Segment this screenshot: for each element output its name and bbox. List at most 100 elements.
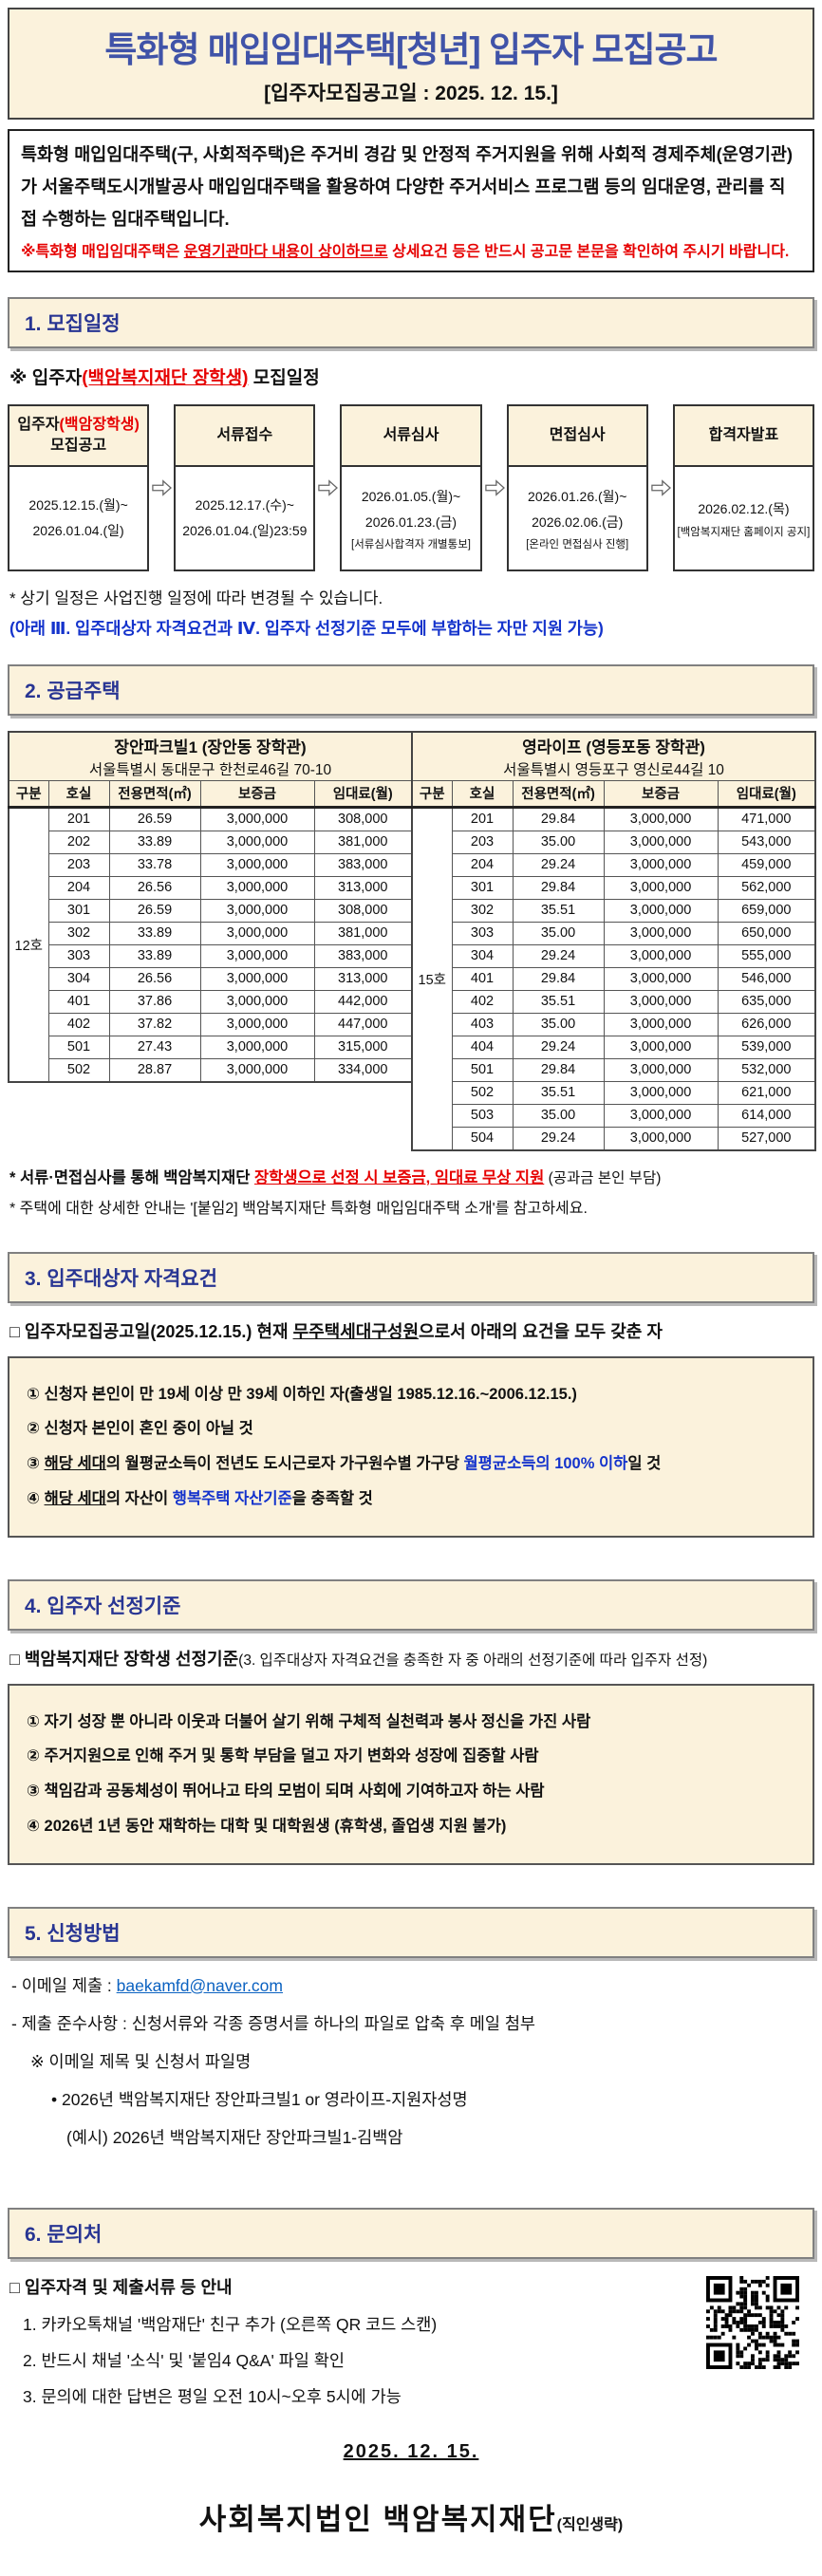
arrow-right-icon: [482, 404, 507, 571]
announcement-date: 2025. 12. 15.: [343, 2440, 479, 2462]
section-title-3: 3. 입주대상자 자격요건: [25, 1267, 218, 1290]
table-row: 401 29.84 3,000,000 546,000: [412, 966, 816, 991]
table-row: 502 35.51 3,000,000 621,000: [412, 1080, 816, 1105]
title-box: 특화형 매입임대주택[청년] 입주자 모집공고 [입주자모집공고일 : 2025…: [8, 8, 814, 120]
list-item: ④ 2026년 1년 동안 재학하는 대학 및 대학원생 (휴학생, 졸업생 지…: [27, 1817, 507, 1835]
schedule-step-title: 입주자(백암장학생) 모집공고: [9, 405, 148, 467]
schedule-step-dates: 2026.01.26.(월)~ 2026.02.06.(금) [온라인 면접심사 진…: [526, 489, 629, 551]
column-header: 임대료(월): [313, 779, 413, 809]
table-row: 204 26.56 3,000,000 313,000: [9, 875, 413, 900]
building-name: 영라이프 (영등포동 장학관): [522, 737, 705, 756]
method-block: - 이메일 제출 : baekamfd@naver.com - 제출 준수사항 …: [8, 1973, 814, 2149]
intro-paragraph: 특화형 매입임대주택(구, 사회적주택)은 주거비 경감 및 안정적 주거지원을…: [21, 144, 794, 230]
schedule-step: 서류접수 2025.12.17.(수)~ 2026.01.04.(일)23:59: [174, 403, 316, 571]
column-header: 임대료(월): [717, 779, 816, 809]
section-title-1: 1. 모집일정: [25, 312, 121, 335]
section-title-6: 6. 문의처: [25, 2223, 103, 2246]
section-header-2: 2. 공급주택: [8, 663, 814, 716]
building-name: 장안파크빌1 (장안동 장학관): [114, 737, 307, 756]
schedule-step-dates: 2025.12.15.(월)~ 2026.01.04.(일): [28, 497, 128, 538]
column-header: 보증금: [603, 779, 719, 809]
list-item: ③ 책임감과 공동체성이 뛰어나고 타의 모범이 되며 사회에 기여하고자 하는…: [27, 1783, 545, 1801]
column-header: 전용면적(㎡): [512, 779, 605, 809]
submission-rule-line: - 제출 준수사항 : 신청서류와 각종 증명서를 하나의 파일로 압축 후 메…: [11, 2013, 536, 2033]
section-title-4: 4. 입주자 선정기준: [25, 1595, 181, 1617]
table-row: 501 29.84 3,000,000 532,000: [412, 1057, 816, 1082]
filename-note-line: ※ 이메일 제목 및 신청서 파일명: [30, 2051, 252, 2071]
section-header-4: 4. 입주자 선정기준: [8, 1578, 814, 1631]
housing-tables: 장안파크빌1 (장안동 장학관) 서울특별시 동대문구 한천로46길 70-10 구…: [8, 730, 817, 1151]
table-row: 15호 201 29.84 3,000,000 471,000: [411, 806, 816, 1151]
table-row: 501 27.43 3,000,000 315,000: [9, 1035, 413, 1059]
column-header: 보증금: [199, 779, 315, 809]
table-row: 12호 201 26.59 3,000,000 308,000: [8, 806, 413, 1083]
table-row: 302 35.51 3,000,000 659,000: [412, 898, 816, 923]
building-address: 서울특별시 동대문구 한천로46길 70-10: [88, 761, 332, 778]
schedule-step-dates: 2025.12.17.(수)~ 2026.01.04.(일)23:59: [182, 497, 308, 538]
table-row: 302 33.89 3,000,000 381,000: [9, 921, 413, 945]
filename-example-line: (예시) 2026년 백암복지재단 장안파크빌1-김백암: [66, 2127, 403, 2147]
table-row: 402 35.51 3,000,000 635,000: [412, 989, 816, 1014]
arrow-right-icon: [315, 404, 340, 571]
section-header-1: 1. 모집일정: [8, 296, 814, 348]
schedule-footnote-2: (아래 Ⅲ. 입주대상자 자격요건과 Ⅳ. 입주자 선정기준 모두에 부합하는 …: [9, 618, 604, 638]
page-subtitle: [입주자모집공고일 : 2025. 12. 15.]: [264, 83, 558, 104]
filename-format-line: • 2026년 백암복지재단 장안파크빌1 or 영라이프-지원자성명: [51, 2089, 468, 2109]
housing-note-1: * 서류·면접심사를 통해 백암복지재단 장학생으로 선정 시 보증금, 임대료…: [9, 1168, 662, 1186]
schedule-step: 면접심사 2026.01.26.(월)~ 2026.02.06.(금) [온라인 면접…: [506, 403, 648, 571]
announcement-document: 특화형 매입임대주택[청년] 입주자 모집공고 [입주자모집공고일 : 2025…: [8, 0, 817, 2576]
table-row: 502 28.87 3,000,000 334,000: [9, 1057, 413, 1083]
arrow-right-icon: [648, 404, 673, 571]
table-row: 203 35.00 3,000,000 543,000: [412, 830, 816, 854]
qr-code: [706, 2275, 799, 2369]
arrow-right-icon: [149, 404, 174, 571]
list-item: ② 주거지원으로 인해 주거 및 통학 부담을 덜고 자기 변화와 성장에 집중…: [27, 1747, 539, 1765]
eligibility-box: ① 신청자 본인이 만 19세 이상 만 39세 이하인 자(출생일 1985.…: [8, 1355, 814, 1538]
list-item: 3. 문의에 대한 답변은 평일 오전 10시~오후 5시에 가능: [23, 2386, 402, 2406]
table-row: 204 29.24 3,000,000 459,000: [412, 852, 816, 877]
list-item: ③ 해당 세대의 월평균소득이 전년도 도시근로자 가구원수별 가구당 월평균소…: [27, 1455, 662, 1473]
schedule-step: 서류심사 2026.01.05.(월)~ 2026.01.23.(금) [서류심사합격…: [340, 403, 482, 571]
table-row: 504 29.24 3,000,000 527,000: [412, 1126, 816, 1151]
schedule-step-dates: 2026.01.05.(월)~ 2026.01.23.(금) [서류심사합격자 개별…: [351, 489, 471, 551]
section-title-2: 2. 공급주택: [25, 680, 121, 702]
schedule-step-title: 서류접수: [176, 405, 314, 467]
column-header: 구분: [8, 779, 49, 809]
schedule-step-title: 합격자발표: [674, 405, 813, 467]
building-address: 서울특별시 영등포구 영신로44길 10: [503, 761, 724, 778]
page-title: 특화형 매입임대주택[청년] 입주자 모집공고: [104, 30, 718, 69]
list-item: 1. 카카오톡채널 '백암재단' 친구 추가 (오른쪽 QR 코드 스캔): [23, 2314, 438, 2334]
column-header: 구분: [411, 779, 453, 809]
organization-name: 사회복지법인 백암복지재단(직인생략): [198, 2502, 624, 2536]
unit-group: 12호: [8, 806, 49, 1083]
criteria-box: ① 자기 성장 뿐 아니라 이웃과 더불어 살기 위해 구체적 실천력과 봉사 …: [8, 1683, 814, 1865]
table-row: 301 29.84 3,000,000 562,000: [412, 875, 816, 900]
table-row: 404 29.24 3,000,000 539,000: [412, 1035, 816, 1059]
table-row: 402 37.82 3,000,000 447,000: [9, 1012, 413, 1036]
contact-heading: □ 입주자격 및 제출서류 등 안내: [9, 2277, 233, 2297]
list-item: ② 신청자 본인이 혼인 중이 아닐 것: [27, 1420, 253, 1438]
intro-box: 특화형 매입임대주택(구, 사회적주택)은 주거비 경감 및 안정적 주거지원을…: [8, 129, 814, 272]
schedule-step-title: 서류심사: [342, 405, 480, 467]
criteria-heading: □ 백암복지재단 장학생 선정기준(3. 입주대상자 자격요건을 충족한 자 중…: [9, 1649, 708, 1669]
section-header-5: 5. 신청방법: [8, 1906, 814, 1958]
table-row: 401 37.86 3,000,000 442,000: [9, 989, 413, 1014]
intro-warning: ※특화형 매입임대주택은 운영기관마다 내용이 상이하므로 상세요건 등은 반드…: [21, 243, 790, 260]
table-row: 503 35.00 3,000,000 614,000: [412, 1103, 816, 1128]
list-item: ① 자기 성장 뿐 아니라 이웃과 더불어 살기 위해 구체적 실천력과 봉사 …: [27, 1712, 591, 1730]
section-header-6: 6. 문의처: [8, 2207, 814, 2259]
email-link[interactable]: baekamfd@naver.com: [116, 1975, 283, 1995]
column-header: 호실: [451, 779, 514, 809]
list-item: ④ 해당 세대의 자산이 행복주택 자산기준을 충족할 것: [27, 1489, 373, 1507]
table-row: 303 33.89 3,000,000 383,000: [9, 943, 413, 968]
schedule-step: 입주자(백암장학생) 모집공고 2025.12.15.(월)~ 2026.01.04.…: [8, 403, 150, 571]
list-item: 2. 반드시 채널 '소식' 및 '붙임4 Q&A' 파일 확인: [23, 2350, 345, 2370]
contact-block: □ 입주자격 및 제출서류 등 안내 1. 카카오톡채널 '백암재단' 친구 추…: [8, 2274, 814, 2417]
table-row: 304 26.56 3,000,000 313,000: [9, 966, 413, 991]
unit-group: 15호: [411, 806, 453, 1151]
email-line: - 이메일 제출 : baekamfd@naver.com: [11, 1975, 283, 1995]
column-header: 전용면적(㎡): [108, 779, 201, 809]
table-row: 403 35.00 3,000,000 626,000: [412, 1012, 816, 1036]
housing-note-2: * 주택에 대한 상세한 안내는 '[붙임2] 백암복지재단 특화형 매입임대주…: [9, 1200, 588, 1217]
section-title-5: 5. 신청방법: [25, 1922, 121, 1945]
